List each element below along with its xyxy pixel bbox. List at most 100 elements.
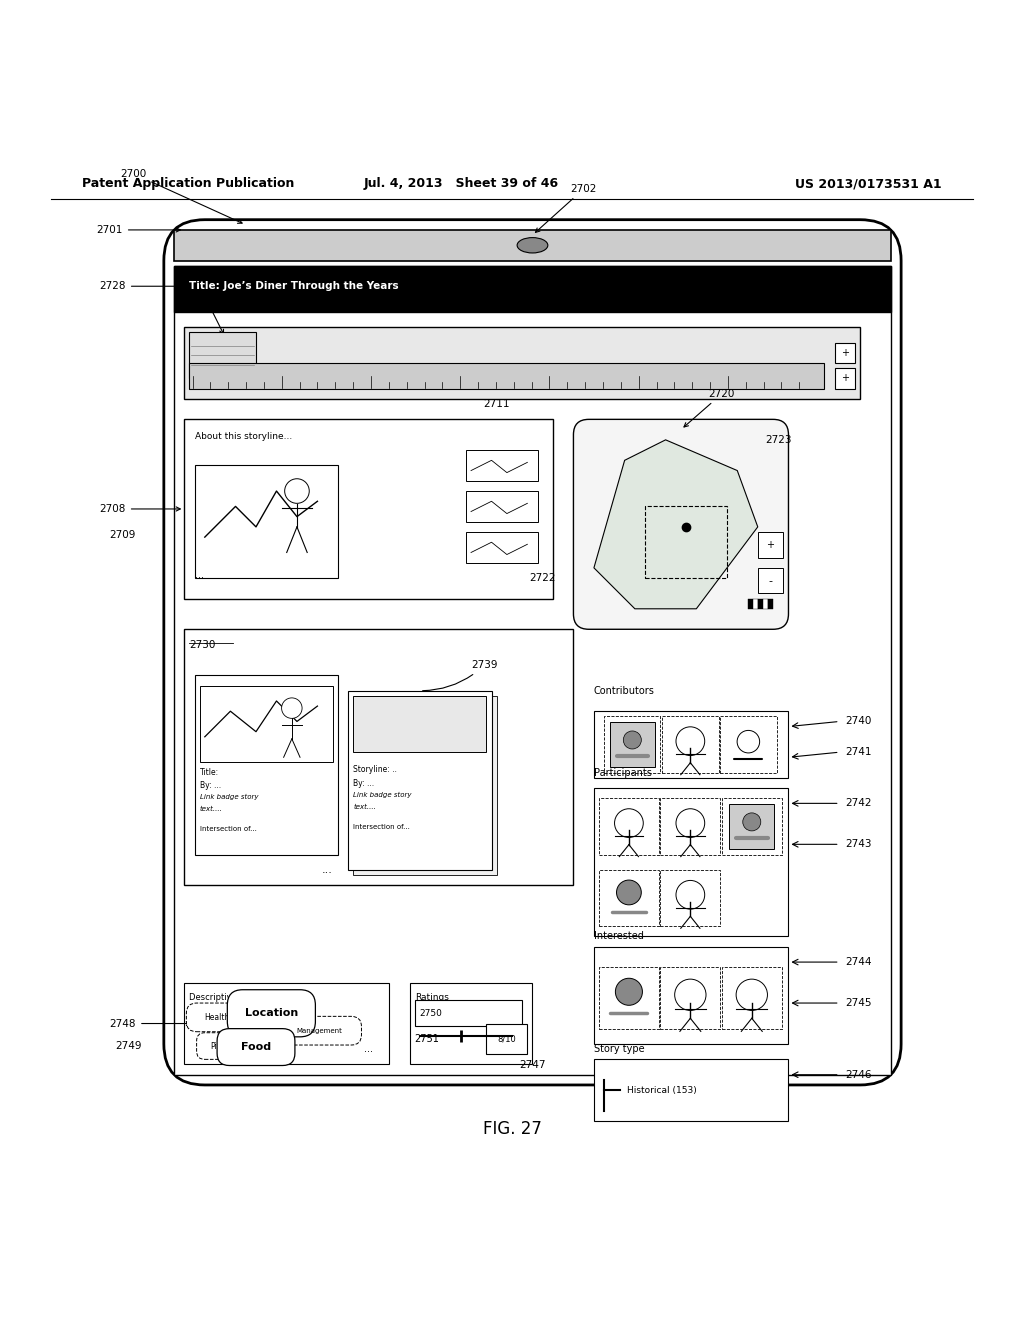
Text: 2701: 2701 <box>96 224 180 235</box>
Bar <box>410 982 532 1064</box>
Circle shape <box>614 809 643 837</box>
Bar <box>348 690 492 870</box>
Text: Participants: Participants <box>594 768 652 777</box>
Circle shape <box>285 479 309 503</box>
Bar <box>353 696 497 875</box>
Circle shape <box>616 880 641 904</box>
Bar <box>610 722 655 767</box>
Bar <box>758 598 763 609</box>
Text: ...: ... <box>365 1044 373 1055</box>
Text: text....: text.... <box>353 804 376 810</box>
Circle shape <box>624 731 641 748</box>
Text: Ratings: Ratings <box>415 993 449 1002</box>
Text: 2710: 2710 <box>191 292 223 334</box>
Bar <box>174 230 891 260</box>
Bar <box>663 717 719 772</box>
FancyBboxPatch shape <box>279 1016 361 1045</box>
Text: Intersection of...: Intersection of... <box>200 826 257 832</box>
Bar <box>189 363 824 388</box>
Bar <box>466 450 538 480</box>
Bar <box>594 1060 788 1121</box>
Bar <box>486 1023 527 1055</box>
Text: 2711: 2711 <box>483 399 510 409</box>
Text: text....: text.... <box>200 807 222 812</box>
Bar <box>720 717 776 772</box>
Ellipse shape <box>517 238 548 253</box>
Text: 2748: 2748 <box>110 1019 190 1028</box>
Text: 2749: 2749 <box>115 1041 141 1051</box>
Bar <box>758 532 783 557</box>
Text: +: + <box>841 374 849 383</box>
Text: ...: ... <box>323 865 333 875</box>
Bar <box>195 676 338 854</box>
Text: Management: Management <box>297 1028 342 1034</box>
Bar <box>594 946 788 1044</box>
Text: -: - <box>768 576 772 586</box>
Text: 8/10: 8/10 <box>498 1035 516 1043</box>
Text: About this storyline...: About this storyline... <box>195 432 292 441</box>
Bar <box>758 568 783 594</box>
Text: 2744: 2744 <box>845 957 871 968</box>
Bar <box>660 870 720 927</box>
Text: FIG. 27: FIG. 27 <box>482 1119 542 1138</box>
Circle shape <box>676 880 705 909</box>
Text: 2739: 2739 <box>423 660 498 690</box>
FancyBboxPatch shape <box>164 219 901 1085</box>
Text: Historical (153): Historical (153) <box>627 1085 696 1094</box>
Text: Title:: Title: <box>200 767 219 776</box>
Text: 2747: 2747 <box>519 1060 546 1069</box>
Bar <box>184 420 553 598</box>
Polygon shape <box>594 440 758 609</box>
Bar <box>184 982 389 1064</box>
Text: Link badge story: Link badge story <box>200 795 258 800</box>
Bar <box>184 630 573 886</box>
Text: Location: Location <box>245 1008 298 1018</box>
Bar <box>660 968 720 1028</box>
Bar <box>466 491 538 521</box>
Bar <box>722 799 781 854</box>
Circle shape <box>615 978 642 1006</box>
Text: By: ...: By: ... <box>200 781 221 789</box>
Text: 2746: 2746 <box>845 1069 871 1080</box>
Text: ...: ... <box>195 570 204 579</box>
Text: 2720: 2720 <box>684 389 735 426</box>
Text: 2730: 2730 <box>189 639 216 649</box>
Bar <box>195 466 338 578</box>
Text: 2702: 2702 <box>536 183 597 232</box>
FancyBboxPatch shape <box>227 990 315 1036</box>
Text: 2708: 2708 <box>99 504 180 513</box>
Text: Descriptive Tags: Descriptive Tags <box>189 993 258 1002</box>
Text: +: + <box>766 540 774 550</box>
Text: Storyline: ..: Storyline: .. <box>353 766 397 775</box>
Text: Intersection of...: Intersection of... <box>353 824 411 830</box>
Text: 2740: 2740 <box>845 717 871 726</box>
Text: +: + <box>841 347 849 358</box>
Text: Story type: Story type <box>594 1044 644 1055</box>
Bar <box>200 685 333 763</box>
Text: 2728: 2728 <box>99 281 180 292</box>
Circle shape <box>676 727 705 755</box>
Circle shape <box>737 730 760 752</box>
Bar <box>189 333 256 379</box>
Text: 2743: 2743 <box>845 840 871 849</box>
Text: 2722: 2722 <box>529 573 556 583</box>
FancyBboxPatch shape <box>217 1028 295 1065</box>
Circle shape <box>282 698 302 718</box>
Text: 2712: 2712 <box>263 292 290 301</box>
Text: 2751: 2751 <box>415 1034 439 1044</box>
Text: Interested: Interested <box>594 932 644 941</box>
Text: By: ...: By: ... <box>353 779 375 788</box>
Bar <box>835 343 855 363</box>
Bar <box>594 711 788 777</box>
Bar <box>729 804 774 849</box>
Bar <box>763 598 768 609</box>
Text: 2742: 2742 <box>845 799 871 808</box>
Bar <box>415 1001 522 1026</box>
Text: Link badge story: Link badge story <box>353 792 412 799</box>
Text: Patent Application Publication: Patent Application Publication <box>82 177 294 190</box>
FancyBboxPatch shape <box>573 420 788 630</box>
Circle shape <box>675 979 706 1011</box>
Bar <box>466 532 538 562</box>
Text: 2750: 2750 <box>420 1008 442 1018</box>
Bar <box>599 968 658 1028</box>
